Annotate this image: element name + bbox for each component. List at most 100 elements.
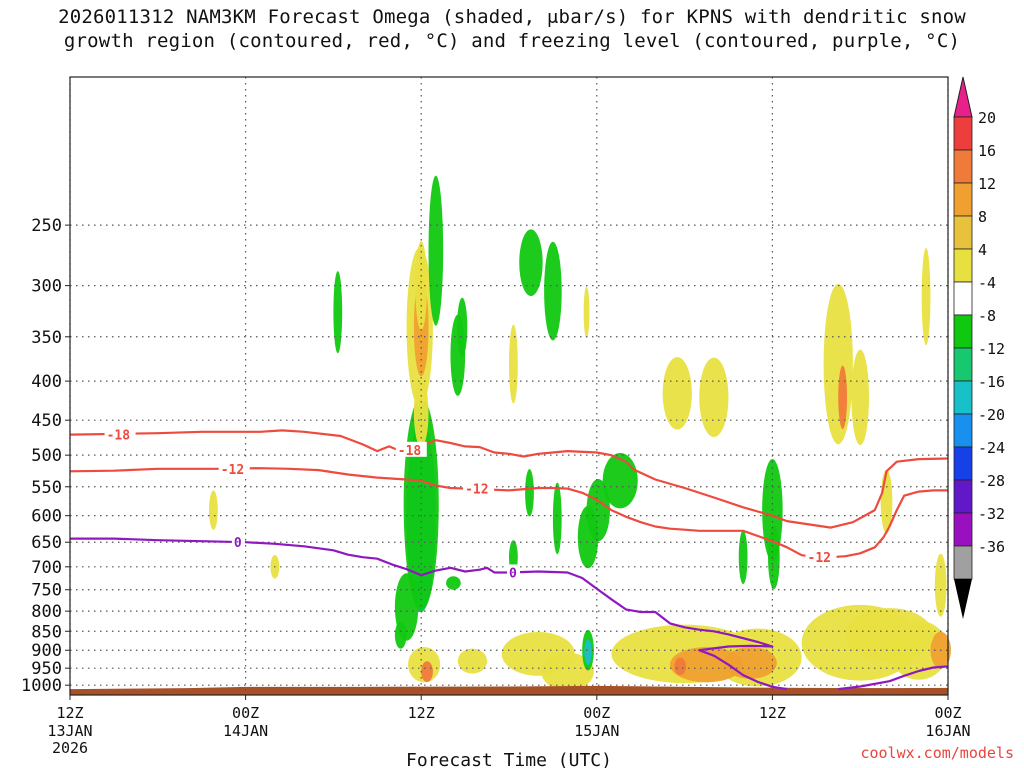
- omega-cell: [519, 229, 543, 297]
- colorbar-segment: [953, 380, 973, 415]
- y-tick-label: 600: [31, 507, 62, 527]
- colorbar-segment: [953, 446, 973, 481]
- omega-cell: [413, 378, 429, 447]
- omega-cell: [699, 357, 729, 437]
- y-tick-label: 950: [31, 659, 62, 679]
- contour-0-lower: [838, 665, 949, 691]
- plot-frame: [69, 76, 949, 696]
- x-tick-date: 14JAN: [223, 722, 268, 740]
- colorbar-label: 16: [978, 142, 996, 160]
- contour-label-bg: [231, 534, 245, 550]
- colorbar-label: -4: [978, 274, 996, 292]
- colorbar-segment: [953, 248, 973, 283]
- omega-cell: [333, 271, 343, 354]
- contour-label: 0: [234, 536, 242, 551]
- x-tick-date: 13JAN: [47, 722, 92, 740]
- x-tick-year: 2026: [52, 739, 88, 757]
- plot-area: [70, 77, 948, 695]
- omega-cell: [541, 652, 594, 691]
- contour-label: -18: [107, 429, 131, 444]
- chart-title-line-1: 2026011312 NAM3KM Forecast Omega (shaded…: [58, 6, 966, 28]
- y-tick-label: 500: [31, 446, 62, 466]
- omega-cell: [674, 657, 687, 676]
- colorbar-label: 20: [978, 109, 996, 127]
- colorbar-segment: [953, 182, 973, 217]
- colorbar-segment: [953, 215, 973, 250]
- x-tick-date: 16JAN: [925, 722, 970, 740]
- omega-cell: [428, 175, 444, 326]
- omega-cell: [584, 639, 592, 665]
- x-tick-label: 12Z: [408, 704, 435, 722]
- contour-label: -12: [465, 483, 488, 498]
- omega-cell: [669, 646, 744, 683]
- contour-label-bg: [463, 480, 495, 496]
- colorbar-label: -32: [978, 505, 1005, 523]
- omega-cell: [602, 452, 638, 509]
- colorbar-label: -8: [978, 307, 996, 325]
- omega-cell: [446, 576, 461, 590]
- contour-0: [70, 537, 788, 691]
- contour-label: 0: [509, 566, 517, 581]
- omega-cell: [457, 297, 468, 357]
- x-tick-date: 15JAN: [574, 722, 619, 740]
- omega-cell: [768, 525, 780, 590]
- x-axis-title: Forecast Time (UTC): [406, 750, 612, 768]
- omega-cell: [662, 357, 692, 430]
- colorbar-label: 4: [978, 241, 987, 259]
- omega-cell: [421, 661, 433, 683]
- omega-cell: [845, 608, 934, 663]
- y-tick-label: 800: [31, 602, 62, 622]
- omega-cell: [934, 553, 947, 617]
- colorbar-segment: [953, 545, 973, 580]
- colorbar-label: 12: [978, 175, 996, 193]
- omega-cell: [838, 365, 848, 429]
- x-tick-label: 00Z: [583, 704, 610, 722]
- colorbar-bottom-arrow: [954, 579, 972, 619]
- colorbar-segment: [953, 347, 973, 382]
- colorbar-segment: [953, 314, 973, 349]
- omega-cell: [457, 648, 488, 674]
- x-tick-label: 00Z: [232, 704, 259, 722]
- credit-text: coolwx.com/models: [860, 744, 1014, 762]
- omega-cell: [851, 349, 869, 446]
- omega-cell: [738, 530, 748, 585]
- y-tick-label: 550: [31, 478, 62, 498]
- omega-cell: [544, 241, 562, 341]
- x-tick-label: 00Z: [934, 704, 961, 722]
- y-axis: 2503003504004505005506006507007508008509…: [21, 216, 70, 696]
- omega-cell: [394, 621, 407, 649]
- contours: -18 -12 0 -18 -12 -12 0: [69, 426, 949, 691]
- omega-cell: [509, 324, 518, 404]
- colorbar-label: -12: [978, 340, 1005, 358]
- colorbar-top-arrow: [953, 76, 973, 118]
- colorbar-label: -16: [978, 373, 1005, 391]
- y-tick-label: 350: [31, 328, 62, 348]
- y-tick-label: 1000: [21, 676, 62, 696]
- colorbar-label: -28: [978, 472, 1005, 490]
- colorbar-segment: [953, 479, 973, 514]
- colorbar-segment: [953, 281, 973, 316]
- contour-label-bg: [218, 460, 250, 476]
- contour-label: -18: [398, 444, 422, 459]
- y-tick-label: 750: [31, 581, 62, 601]
- contour-label-bg: [805, 549, 837, 565]
- y-tick-label: 650: [31, 533, 62, 553]
- colorbar: 20 16 12 8 4 -4 -8 -12 -16 -20 -24 -28 -32 -36: [953, 76, 1005, 619]
- colorbar-segment: [953, 116, 973, 151]
- contour-label: -12: [221, 463, 244, 478]
- omega-cell: [415, 241, 428, 331]
- y-tick-label: 900: [31, 641, 62, 661]
- x-tick-label: 12Z: [56, 704, 83, 722]
- y-tick-label: 450: [31, 411, 62, 431]
- omega-cell: [724, 646, 777, 679]
- contour-label: -12: [808, 551, 831, 566]
- omega-cell: [921, 247, 931, 346]
- contour-label-bg: [395, 441, 427, 457]
- y-tick-label: 700: [31, 558, 62, 578]
- contour-label-bg: [507, 564, 520, 580]
- omega-shading: [209, 175, 951, 691]
- contour--18: [69, 429, 949, 529]
- omega-cell: [525, 469, 534, 517]
